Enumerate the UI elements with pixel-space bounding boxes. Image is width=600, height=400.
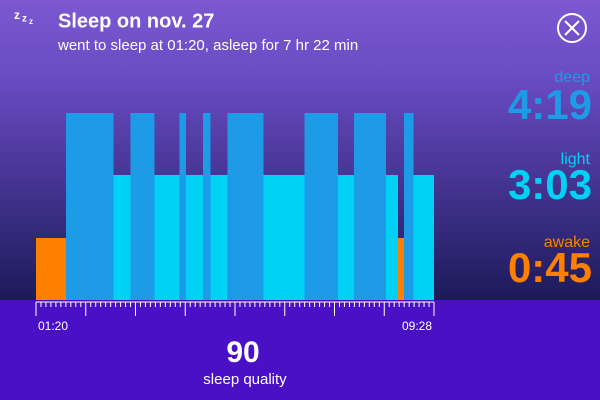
sleep-segment	[403, 113, 414, 300]
score-label: sleep quality	[203, 371, 287, 388]
title: Sleep on nov. 27	[58, 10, 214, 32]
stage-label: deep	[554, 69, 590, 86]
sleep-segment	[398, 238, 404, 300]
sleep-segment	[203, 113, 211, 300]
hypnogram	[36, 113, 434, 300]
sleep-segment	[179, 113, 187, 300]
start-time: 01:20	[38, 319, 68, 333]
sleep-segment	[186, 175, 204, 300]
end-time: 09:28	[402, 319, 432, 333]
sleep-segment	[36, 238, 67, 300]
svg-text:z: z	[29, 17, 33, 26]
score-value: 90	[226, 336, 259, 369]
sleep-segment	[304, 113, 338, 300]
svg-text:z: z	[14, 8, 20, 22]
sleep-segment	[154, 175, 180, 300]
stage-duration: 3:03	[508, 161, 592, 208]
sleep-icon: z z z	[14, 8, 44, 50]
sleep-segment	[385, 175, 399, 300]
svg-text:z: z	[22, 14, 27, 25]
sleep-segment	[130, 113, 155, 300]
sleep-segment	[263, 175, 305, 300]
sleep-segment	[354, 113, 386, 300]
sleep-segment	[210, 175, 228, 300]
sleep-segment	[113, 175, 131, 300]
sleep-segment	[66, 113, 114, 300]
stage-label: light	[561, 151, 591, 168]
subtitle: went to sleep at 01:20, asleep for 7 hr …	[57, 37, 358, 54]
sleep-segment	[337, 175, 355, 300]
footer-band	[0, 300, 600, 400]
sleep-segment	[227, 113, 264, 300]
close-button[interactable]	[557, 13, 587, 43]
stage-duration: 4:19	[508, 81, 592, 128]
stage-duration: 0:45	[508, 244, 592, 291]
sleep-segment	[413, 175, 434, 300]
stage-label: awake	[544, 234, 590, 251]
